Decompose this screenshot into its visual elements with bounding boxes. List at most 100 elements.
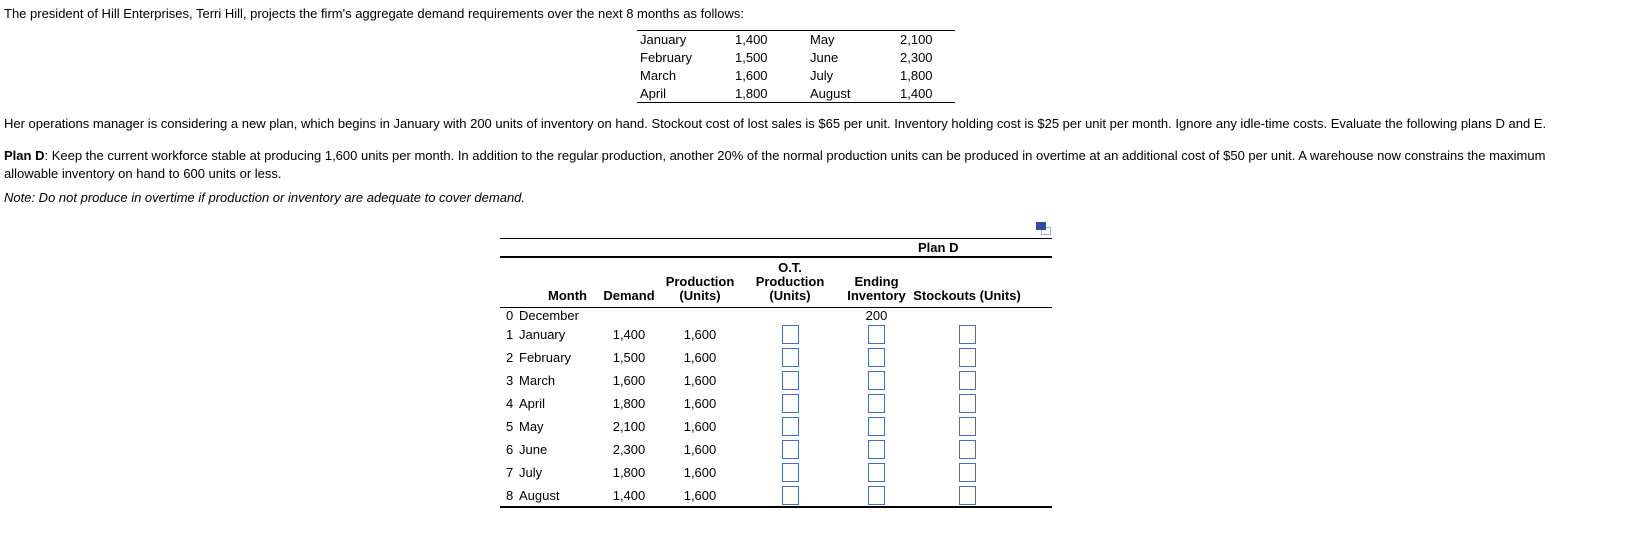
row-production: 1,600 [683, 350, 717, 365]
row-production: 1,600 [683, 373, 717, 388]
ot-production-input-march[interactable] [781, 371, 799, 390]
note-paragraph: Note: Do not produce in overtime if prod… [4, 190, 526, 205]
row-month: March [519, 373, 556, 388]
ending-inventory-input-july[interactable] [868, 463, 885, 482]
header-ending-inventory: Ending Inventory [843, 258, 910, 308]
demand-value-right: 1,400 [900, 85, 933, 101]
stockouts-input-april[interactable] [958, 394, 976, 413]
stockouts-input-may[interactable] [958, 417, 976, 436]
stockouts-input-february[interactable] [958, 348, 976, 367]
row-production: 1,600 [683, 465, 717, 480]
ending-inventory-cell [843, 323, 910, 346]
ot-production-cell [737, 484, 843, 507]
plan-d-table: Month Demand Production (Units) O.T. Pro… [500, 258, 1052, 508]
demand-month-right: June [810, 50, 839, 65]
demand-month-right: May [810, 32, 835, 48]
plan-table-row: 2 February 1,500 1,600 [500, 346, 1052, 369]
ot-production-cell [737, 415, 843, 438]
ot-production-cell [737, 369, 843, 392]
stockouts-cell [910, 323, 1052, 346]
demand-value-left: 1,500 [735, 50, 768, 65]
header-production: Production (Units) [663, 258, 737, 308]
row-production: 1,600 [683, 487, 717, 503]
plan-table-row: 7 July 1,800 1,600 [500, 461, 1052, 484]
row-demand: 1,500 [612, 350, 646, 365]
ending-inventory-input-june[interactable] [868, 440, 885, 459]
stockouts-input-august[interactable] [958, 485, 976, 505]
ending-inventory-input-april[interactable] [868, 394, 885, 413]
stockouts-input-march[interactable] [958, 371, 976, 390]
demand-row: February 1,500 June 2,300 [637, 49, 955, 67]
row-month: December [519, 308, 579, 323]
ot-production-cell [737, 308, 843, 324]
demand-month-left: January [640, 32, 687, 48]
stockouts-input-july[interactable] [958, 463, 976, 482]
ot-production-cell [737, 461, 843, 484]
row-demand: 2,300 [612, 442, 646, 457]
plan-table-row: 8 August 1,400 1,600 [500, 484, 1052, 507]
demand-month-left: February [640, 50, 693, 65]
row-index: 6 [506, 442, 514, 457]
ot-production-input-february[interactable] [781, 348, 799, 367]
table-top-rule [500, 238, 1052, 239]
ending-inventory-cell [843, 346, 910, 369]
ending-inventory-input-march[interactable] [868, 371, 885, 390]
row-index: 3 [506, 373, 514, 388]
stockouts-input-june[interactable] [958, 440, 976, 459]
plan-table-row: 3 March 1,600 1,600 [500, 369, 1052, 392]
plan-intro-paragraph: Her operations manager is considering a … [4, 116, 1547, 131]
plan-table-row: 0 December 200 [500, 308, 1052, 324]
ot-production-input-july[interactable] [781, 463, 799, 482]
demand-value-left: 1,600 [735, 68, 768, 83]
stockouts-cell [910, 308, 1052, 324]
popout-table-icon[interactable] [1036, 222, 1051, 235]
row-index: 0 [506, 308, 514, 323]
stockouts-input-january[interactable] [958, 325, 976, 344]
header-ot-production: O.T. Production (Units) [737, 258, 843, 308]
row-production: 1,600 [683, 442, 717, 457]
ending-inventory-cell [843, 392, 910, 415]
ot-production-input-june[interactable] [781, 440, 799, 459]
demand-value-right: 2,300 [900, 50, 933, 65]
plan-table-row: 5 May 2,100 1,600 [500, 415, 1052, 438]
demand-month-right: August [810, 85, 851, 101]
row-demand: 1,400 [612, 327, 646, 342]
intro-paragraph: The president of Hill Enterprises, Terri… [4, 6, 744, 21]
ending-inventory-input-august[interactable] [868, 485, 885, 505]
demand-month-right: July [810, 68, 834, 83]
ot-production-input-april[interactable] [781, 394, 799, 413]
row-index: 4 [506, 396, 514, 411]
row-index: 2 [506, 350, 514, 365]
demand-row: March 1,600 July 1,800 [637, 67, 955, 85]
demand-month-left: April [640, 85, 667, 101]
ot-production-input-january[interactable] [781, 325, 799, 344]
ending-inventory-input-february[interactable] [868, 348, 885, 367]
ending-inventory-cell [843, 484, 910, 507]
row-month: July [519, 465, 543, 480]
row-demand: 2,100 [612, 419, 646, 434]
row-production: 1,600 [683, 396, 717, 411]
stockouts-cell [910, 369, 1052, 392]
plan-table-header-row: Month Demand Production (Units) O.T. Pro… [500, 258, 1052, 308]
row-demand: 1,400 [612, 487, 646, 503]
demand-table: January 1,400 May 2,100 February 1,500 J… [637, 30, 955, 103]
stockouts-cell [910, 415, 1052, 438]
header-stockouts: Stockouts (Units) [910, 258, 1052, 308]
stockouts-cell [910, 346, 1052, 369]
demand-row: January 1,400 May 2,100 [637, 31, 955, 49]
ending-inventory-cell [843, 438, 910, 461]
ot-production-cell [737, 438, 843, 461]
plan-d-table-title: Plan D [918, 240, 959, 255]
ending-inventory-cell: 200 [865, 308, 888, 323]
demand-row: April 1,800 August 1,400 [637, 85, 955, 103]
ending-inventory-input-may[interactable] [868, 417, 885, 436]
ot-production-input-may[interactable] [781, 417, 799, 436]
ending-inventory-input-january[interactable] [868, 325, 885, 344]
stockouts-cell [910, 461, 1052, 484]
ot-production-cell [737, 392, 843, 415]
row-production [663, 308, 737, 324]
stockouts-cell [910, 438, 1052, 461]
demand-value-right: 2,100 [900, 32, 933, 48]
demand-value-right: 1,800 [900, 68, 933, 83]
ot-production-input-august[interactable] [781, 485, 799, 505]
